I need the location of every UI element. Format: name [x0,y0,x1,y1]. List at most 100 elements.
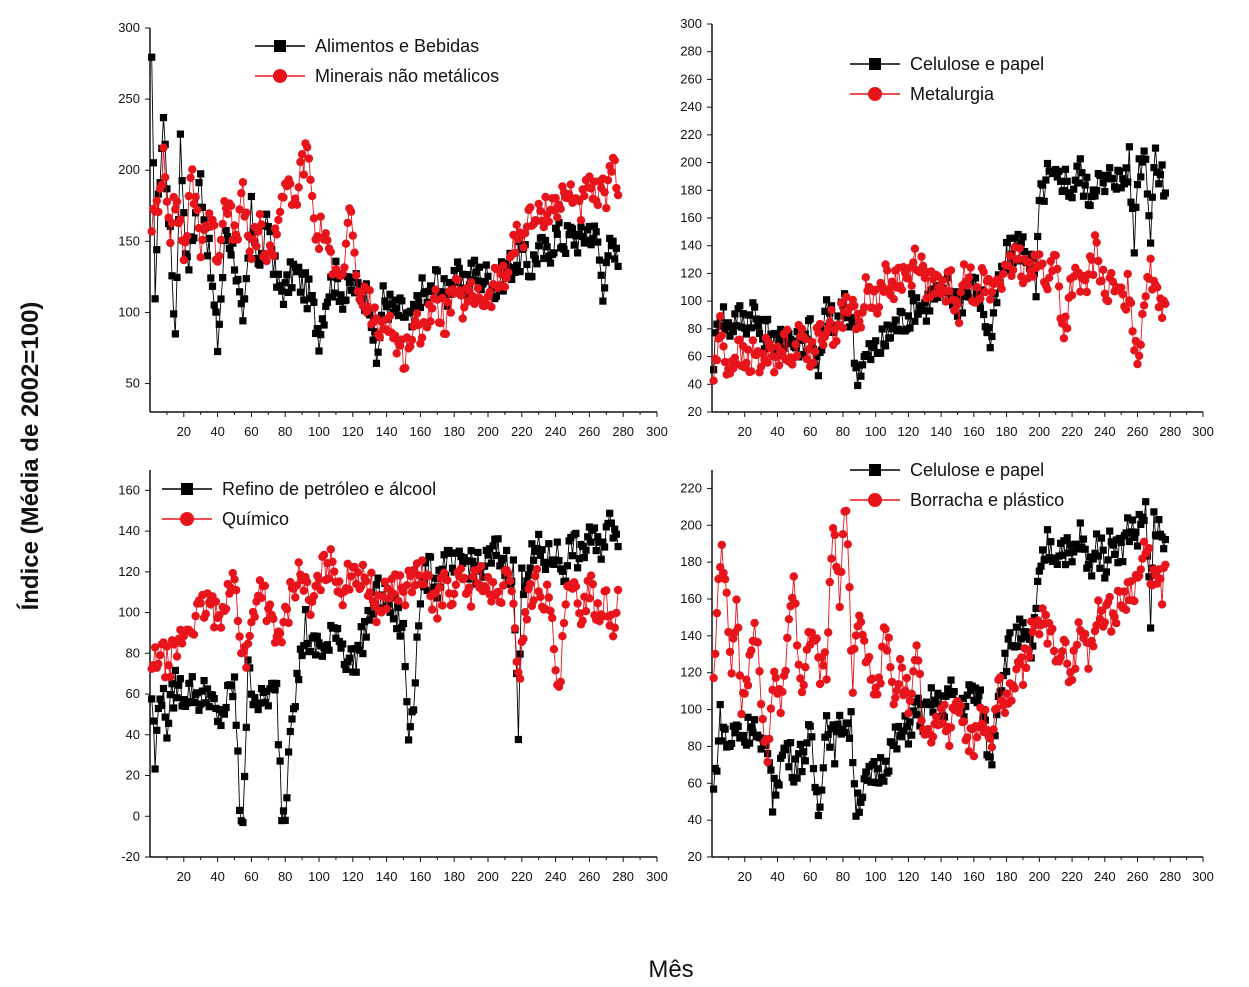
data-point [222,703,230,712]
data-point [230,266,239,274]
data-point [179,255,188,265]
data-point [1063,177,1071,185]
data-point [152,196,161,206]
data-point [201,609,210,619]
data-point [594,238,602,246]
data-point [306,175,315,184]
data-point [257,685,266,693]
data-point [1015,244,1024,253]
data-point [613,585,623,595]
data-point [1101,574,1109,582]
x-tick-label: 260 [579,424,601,439]
data-point [588,579,597,589]
data-point [856,323,866,332]
data-point [797,687,807,697]
data-point [1045,273,1054,282]
data-point [811,783,819,792]
data-point [969,752,979,761]
data-point [224,233,232,241]
data-point [1018,680,1028,690]
y-tick-label: 150 [118,233,140,248]
data-point [426,553,435,561]
data-point [592,228,600,236]
data-point [415,298,423,306]
data-point [183,232,192,241]
data-point [1083,564,1091,572]
data-point [914,694,922,702]
data-point [455,264,463,272]
data-point [1130,596,1139,606]
data-point [492,551,500,560]
data-point [386,290,394,298]
data-point [1097,171,1106,180]
data-point [173,694,181,702]
x-tick-label: 120 [898,869,920,884]
data-point [898,733,906,741]
data-point [394,603,402,612]
data-point [914,656,923,665]
y-tick-label: 240 [680,99,702,114]
x-tick-label: 160 [963,424,985,439]
data-point [215,320,223,328]
data-point [987,743,997,752]
data-point [237,300,245,308]
data-point [1081,545,1089,553]
data-point [864,652,874,662]
data-point [1004,266,1012,274]
data-point [589,234,597,242]
x-tick-label: 160 [410,869,432,884]
x-tick-label: 220 [1061,424,1083,439]
data-point [818,346,826,354]
data-point [823,712,831,720]
data-point [1087,255,1096,264]
data-point [904,709,913,718]
data-point [205,234,213,242]
data-point [1038,604,1047,613]
data-point [714,574,723,584]
data-point [995,673,1005,682]
data-point [1106,527,1114,535]
data-point [576,216,586,225]
data-point [214,717,222,726]
data-point [904,274,913,283]
data-point [1057,177,1065,185]
x-tick-label: 180 [996,869,1018,884]
data-point [1065,549,1073,557]
data-point [1053,560,1061,568]
data-point [719,303,728,311]
data-point [953,312,962,320]
data-point [215,251,224,261]
data-point [372,581,381,589]
data-point [929,708,937,716]
data-point [433,594,441,602]
data-point [156,695,164,703]
data-point [1154,303,1164,312]
data-point [288,284,296,292]
data-point [810,347,820,356]
data-point [855,611,864,620]
data-point [1101,187,1109,196]
data-point [747,723,755,731]
data-point [252,255,261,263]
data-point [791,755,800,763]
data-point [530,251,538,259]
data-point [1074,618,1083,627]
legend-marker [868,87,882,101]
data-point [1035,567,1043,575]
data-point [218,219,227,229]
data-point [801,757,809,765]
data-point [487,302,496,312]
data-point [1025,652,1034,661]
data-point [1093,530,1101,538]
data-point [1150,508,1158,516]
data-point [303,305,311,313]
data-point [776,708,785,718]
data-point [203,252,212,260]
data-point [1153,283,1162,292]
y-tick-label: 140 [680,628,702,643]
data-point [757,745,765,753]
data-point [148,695,156,703]
data-point [388,300,396,309]
data-point [542,580,552,589]
data-point [235,632,244,641]
